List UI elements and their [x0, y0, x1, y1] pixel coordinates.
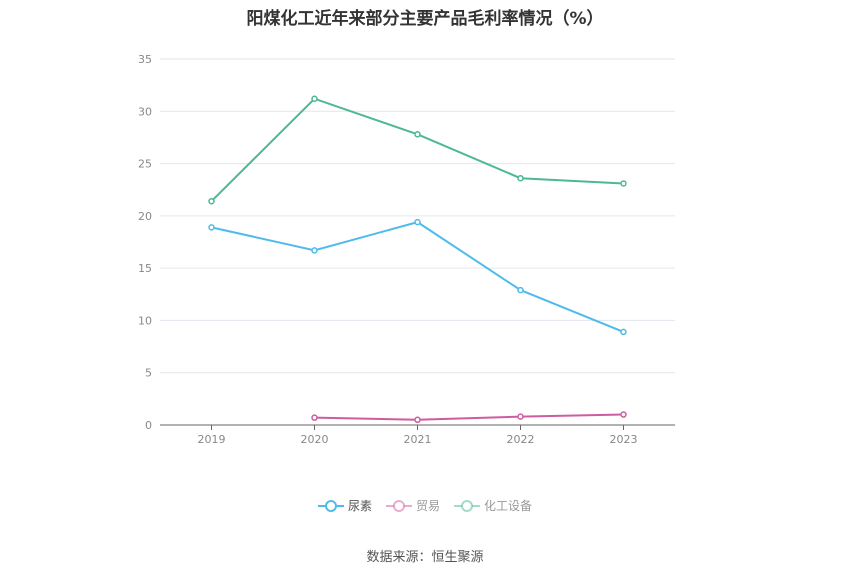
- y-tick-label: 35: [138, 53, 152, 66]
- legend-marker-circle: [392, 499, 405, 512]
- series-line: [210, 97, 624, 202]
- legend-marker-circle: [324, 499, 337, 512]
- data-point: [517, 286, 524, 294]
- data-point: [414, 218, 421, 226]
- x-tick-label: 2020: [301, 433, 329, 446]
- data-point: [620, 411, 627, 418]
- y-tick-label: 30: [138, 105, 152, 118]
- series-3: [208, 95, 627, 205]
- legend-item-2[interactable]: 贸易: [385, 497, 440, 514]
- legend-marker-icon: [454, 499, 480, 512]
- data-point: [208, 197, 215, 205]
- legend-label: 贸易: [415, 499, 440, 513]
- legend-marker-circle: [461, 499, 473, 512]
- grid-lines: [160, 58, 675, 374]
- data-point: [517, 413, 524, 420]
- data-point: [311, 414, 318, 421]
- data-point: [208, 224, 215, 231]
- y-tick-label: 20: [138, 210, 152, 223]
- y-tick-label: 5: [145, 367, 152, 380]
- source-note: 数据来源：恒生聚源: [366, 550, 484, 565]
- y-axis-ticks: 0 5 10 15 20 25 30 35: [138, 53, 152, 432]
- legend: 尿素 贸易 化工设备: [0, 497, 850, 514]
- legend-label: 化工设备: [484, 499, 533, 513]
- series-line: [314, 413, 624, 421]
- legend-item-3[interactable]: 化工设备: [454, 497, 532, 514]
- y-tick-label: 0: [145, 419, 152, 432]
- x-axis-ticks: 2019 2020 2021 2022 2023: [198, 425, 638, 446]
- y-tick-label: 10: [138, 314, 152, 327]
- chart-title: 阳煤化工近年来部分主要产品毛利率情况（%）: [246, 9, 604, 29]
- series-1: [208, 218, 627, 336]
- data-point: [517, 174, 524, 182]
- legend-item-1[interactable]: 尿素: [317, 497, 372, 514]
- legend-marker-icon: [385, 499, 412, 512]
- data-point: [414, 416, 421, 424]
- data-point: [311, 247, 318, 254]
- y-tick-label: 15: [138, 262, 152, 275]
- x-tick-label: 2021: [404, 433, 432, 446]
- x-tick-label: 2022: [507, 433, 535, 446]
- data-point: [414, 131, 421, 138]
- series-2: [311, 411, 627, 424]
- series-layer: [208, 95, 627, 424]
- data-point: [620, 180, 627, 187]
- series-line: [211, 221, 624, 333]
- data-point: [620, 328, 627, 336]
- x-tick-label: 2023: [610, 433, 638, 446]
- x-tick-label: 2019: [198, 433, 226, 446]
- y-tick-label: 25: [138, 158, 152, 171]
- legend-label: 尿素: [347, 499, 372, 513]
- data-point: [311, 95, 318, 102]
- legend-marker-icon: [317, 499, 344, 512]
